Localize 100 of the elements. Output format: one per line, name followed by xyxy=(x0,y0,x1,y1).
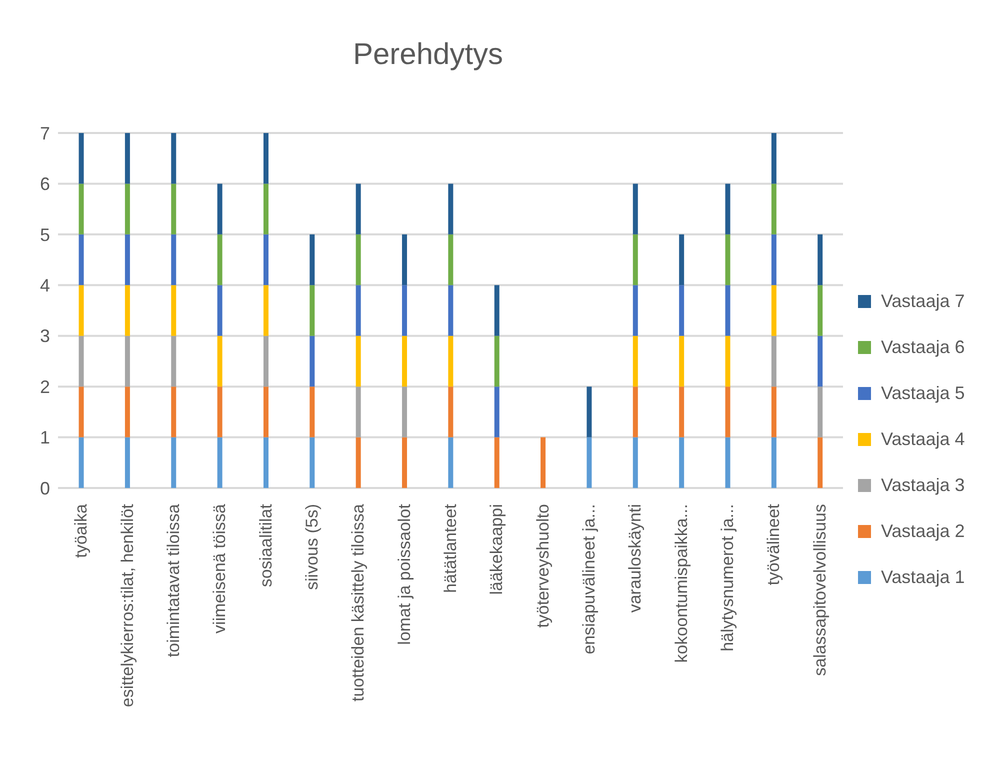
bar xyxy=(310,285,315,336)
bar xyxy=(725,336,730,387)
bar xyxy=(310,336,315,387)
bar xyxy=(725,386,730,438)
bar xyxy=(263,234,268,286)
bar xyxy=(632,336,638,387)
y-tick-label: 1 xyxy=(40,428,50,448)
bar xyxy=(771,386,776,438)
bar xyxy=(171,437,176,488)
bar xyxy=(78,386,84,438)
bar xyxy=(771,234,776,286)
bar xyxy=(818,285,823,336)
bar xyxy=(632,234,638,286)
x-tick-label: toimintatavat tiloissa xyxy=(164,503,183,658)
bar xyxy=(356,285,361,336)
bar xyxy=(217,184,222,234)
x-tick-label: hälytysnumerot ja... xyxy=(718,504,738,652)
y-tick-label: 5 xyxy=(40,224,50,245)
x-tick-label: kokoontumispaikka... xyxy=(672,504,691,663)
bar xyxy=(448,437,454,488)
legend-label: Vastaaja 4 xyxy=(881,428,965,450)
bar xyxy=(818,336,823,387)
bar xyxy=(356,234,361,286)
bar xyxy=(402,437,408,488)
bar xyxy=(679,285,684,336)
bar xyxy=(124,336,130,387)
bar xyxy=(725,437,730,488)
bar xyxy=(494,336,500,387)
bar xyxy=(679,437,684,488)
bar xyxy=(632,386,638,438)
bar xyxy=(402,386,408,438)
bar xyxy=(171,234,176,286)
bar xyxy=(356,336,361,387)
y-tick-label: 7 xyxy=(40,123,50,144)
bar xyxy=(263,437,268,488)
bar xyxy=(78,234,84,286)
legend-label: Vastaaja 2 xyxy=(881,520,965,542)
chart-title: Perehdytys xyxy=(352,38,504,72)
y-tick-label: 4 xyxy=(40,276,50,296)
bar xyxy=(402,234,408,286)
bar xyxy=(124,234,130,286)
y-tick-label: 2 xyxy=(40,376,50,397)
bar xyxy=(818,386,823,438)
bar xyxy=(124,184,130,234)
bar xyxy=(217,234,222,286)
x-tick-label: lomat ja poissaolot xyxy=(394,504,414,645)
bar xyxy=(310,386,315,438)
bar xyxy=(448,336,454,387)
bar xyxy=(632,285,638,336)
bar xyxy=(263,285,268,336)
x-tick-label: ensiapuvälineet ja... xyxy=(580,504,599,654)
x-tick-label: tuotteiden käsittely tiloissa xyxy=(348,503,368,702)
bar xyxy=(586,437,592,488)
bar xyxy=(217,437,222,488)
bar xyxy=(217,386,222,438)
bar xyxy=(725,285,730,336)
x-tick-label: esittelykierros:tilat, henkilöt xyxy=(118,504,137,708)
bar xyxy=(356,386,361,438)
x-tick-label: hätätlanteet xyxy=(441,504,460,593)
x-tick-label: siivous (5s) xyxy=(302,504,322,590)
legend-label: Vastaaja 7 xyxy=(881,290,965,312)
bar xyxy=(494,285,500,336)
bar xyxy=(586,386,592,438)
bar xyxy=(494,437,500,488)
bar xyxy=(632,437,638,488)
bar xyxy=(818,234,823,286)
bar xyxy=(171,285,176,336)
bar xyxy=(725,234,730,286)
bar xyxy=(632,184,638,234)
bar xyxy=(78,336,84,387)
bar xyxy=(263,133,268,184)
x-tick-label: työaika xyxy=(72,503,91,558)
bar xyxy=(124,285,130,336)
bar xyxy=(171,336,176,387)
legend-label: Vastaaja 1 xyxy=(881,566,965,588)
bar xyxy=(263,386,268,438)
legend-label: Vastaaja 6 xyxy=(881,336,965,358)
x-tick-label: sosiaalitilat xyxy=(256,504,276,588)
bar xyxy=(78,184,84,234)
legend-label: Vastaaja 5 xyxy=(881,382,965,404)
bar xyxy=(818,437,823,488)
bar xyxy=(402,336,408,387)
bar xyxy=(679,234,684,286)
bar xyxy=(171,184,176,234)
bar xyxy=(540,437,546,488)
bar xyxy=(771,336,776,387)
bar xyxy=(263,184,268,234)
x-tick-label: viimeisenä töissä xyxy=(210,503,230,634)
bar xyxy=(171,386,176,438)
bar xyxy=(78,437,84,488)
x-tick-label: lääkekaappi xyxy=(487,504,506,595)
bar xyxy=(217,336,222,387)
bar xyxy=(310,234,315,286)
bar xyxy=(448,285,454,336)
bar xyxy=(771,133,776,184)
bar xyxy=(494,386,500,438)
x-tick-label: työterveyshuolto xyxy=(533,504,552,628)
bar xyxy=(124,386,130,438)
bar xyxy=(217,285,222,336)
y-tick-label: 6 xyxy=(40,174,50,194)
